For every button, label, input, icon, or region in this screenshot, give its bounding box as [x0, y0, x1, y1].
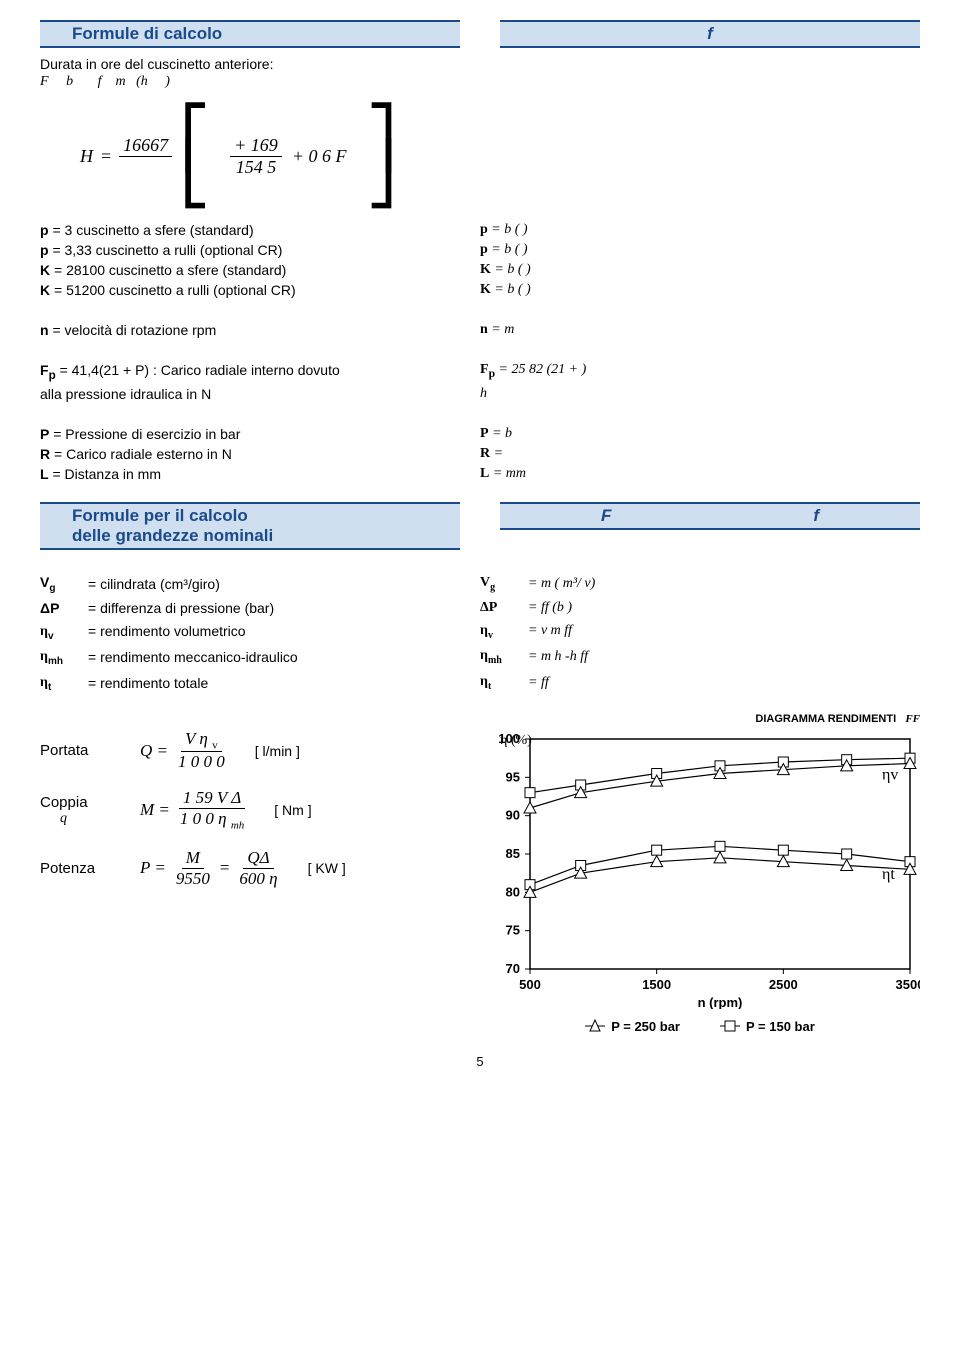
- portata-label: Portata: [40, 742, 120, 759]
- svg-text:n (rpm): n (rpm): [698, 995, 743, 1009]
- subtitle-line1: Durata in ore del cuscinetto anteriore:: [40, 56, 920, 72]
- section2-header-left: Formule per il calcolo delle grandezze n…: [40, 502, 460, 550]
- symbol: ΔP: [40, 600, 80, 616]
- legend-item-150bar: P = 150 bar: [720, 1019, 815, 1034]
- coppia-row: Coppia q M = 1 59 V Δ 1 0 0 η mh [ Nm ]: [40, 788, 440, 831]
- symbol: Vg: [40, 574, 80, 594]
- definitions-block-3: Fp = 41,4(21 + P) : Carico radiale inter…: [40, 362, 920, 402]
- definition-row: R = Carico radiale esterno in NR =: [40, 446, 920, 462]
- svg-text:1500: 1500: [642, 977, 671, 992]
- svg-text:2500: 2500: [769, 977, 798, 992]
- formula-frac2: + 169 154 5: [230, 135, 282, 178]
- svg-text:75: 75: [506, 923, 520, 938]
- formula-frac1: 16667: [119, 135, 172, 178]
- portata-unit: [ l/min ]: [255, 743, 300, 759]
- definition-row: p = 3 cuscinetto a sfere (standard)p = b…: [40, 222, 920, 238]
- nominal-row: Vg= cilindrata (cm³/giro)Vg= m ( m³/ v): [40, 574, 920, 594]
- efficiency-chart: 707580859095100500150025003500η (%)n (rp…: [480, 729, 920, 1009]
- chart-legend: P = 250 bar P = 150 bar: [480, 1019, 920, 1034]
- subtitle-line2: F b f m (h ): [40, 74, 920, 90]
- svg-text:85: 85: [506, 846, 520, 861]
- definition-row: P = Pressione di esercizio in barP = b: [40, 426, 920, 442]
- chart-panel: DIAGRAMMA RENDIMENTI FF 7075808590951005…: [480, 713, 920, 1034]
- definition-row: alla pressione idraulica in N h: [40, 386, 920, 402]
- svg-text:ηv: ηv: [882, 766, 898, 783]
- section-title: Formule di calcolo: [72, 24, 222, 43]
- svg-text:500: 500: [519, 977, 541, 992]
- symbol: ηt: [40, 673, 80, 693]
- nominal-row: ηmh= rendimento meccanico-idraulicoηmh= …: [40, 647, 920, 667]
- formula-var-H: H: [80, 146, 93, 167]
- symbol: ηmh: [40, 647, 80, 667]
- nominal-row: ηt= rendimento totaleηt= ff: [40, 673, 920, 693]
- formulas-left: Portata Q = V η v 1 0 0 0 [ l/min ] Copp…: [40, 713, 440, 905]
- svg-text:90: 90: [506, 808, 520, 823]
- svg-text:95: 95: [506, 769, 520, 784]
- symbol: ηv: [40, 622, 80, 642]
- section2-header-right: F f: [500, 502, 920, 530]
- section2-f: f: [813, 506, 819, 526]
- svg-text:η (%): η (%): [500, 733, 532, 748]
- section2-title-line2: delle grandezze nominali: [72, 526, 460, 546]
- svg-text:70: 70: [506, 961, 520, 976]
- section2-F: F: [601, 506, 611, 526]
- page-number: 5: [40, 1054, 920, 1069]
- formula-term: + 0 6 F: [292, 146, 347, 167]
- portata-row: Portata Q = V η v 1 0 0 0 [ l/min ]: [40, 729, 440, 772]
- chart-title-suffix: FF: [905, 713, 920, 725]
- svg-text:3500: 3500: [896, 977, 920, 992]
- legend-item-250bar: P = 250 bar: [585, 1019, 680, 1034]
- bracket-right-icon: ⎤⎦: [366, 120, 396, 192]
- nominal-row: ηv= rendimento volumetricoηv= v m ff: [40, 622, 920, 642]
- definitions-block-2: n = velocità di rotazione rpmn = m: [40, 322, 920, 338]
- bracket-left-icon: ⎡⎣: [180, 120, 210, 192]
- nominal-definitions: Vg= cilindrata (cm³/giro)Vg= m ( m³/ v) Δ…: [40, 574, 920, 693]
- section-header-right: f: [500, 20, 920, 48]
- potenza-row: Potenza P = M 9550 = QΔ 600 η [ KW ]: [40, 848, 440, 889]
- definition-row: L = Distanza in mmL = mm: [40, 466, 920, 482]
- potenza-label: Potenza: [40, 860, 120, 877]
- section-header-left: Formule di calcolo: [40, 20, 460, 48]
- definition-row: K = 28100 cuscinetto a sfere (standard)K…: [40, 262, 920, 278]
- definition-row: K = 51200 cuscinetto a rulli (optional C…: [40, 282, 920, 298]
- formula-eq: =: [101, 146, 111, 167]
- svg-text:80: 80: [506, 884, 520, 899]
- section2-title-line1: Formule per il calcolo: [72, 506, 460, 526]
- definition-row: Fp = 41,4(21 + P) : Carico radiale inter…: [40, 362, 920, 382]
- square-marker-icon: [720, 1019, 740, 1033]
- definition-row: p = 3,33 cuscinetto a rulli (optional CR…: [40, 242, 920, 258]
- chart-title: DIAGRAMMA RENDIMENTI: [755, 713, 896, 725]
- definitions-block-4: P = Pressione di esercizio in barP = b R …: [40, 426, 920, 482]
- potenza-unit: [ KW ]: [308, 860, 346, 876]
- main-formula: H = 16667 ⎡⎣ + 169 154 5 + 0 6 F ⎤⎦: [80, 120, 920, 192]
- section-title-f: f: [707, 24, 713, 43]
- coppia-unit: [ Nm ]: [274, 802, 311, 818]
- definitions-block-1: p = 3 cuscinetto a sfere (standard)p = b…: [40, 222, 920, 298]
- definition-row: n = velocità di rotazione rpmn = m: [40, 322, 920, 338]
- nominal-row: ΔP= differenza di pressione (bar)ΔP= ff …: [40, 600, 920, 616]
- coppia-label: Coppia: [40, 794, 88, 811]
- triangle-marker-icon: [585, 1019, 605, 1033]
- svg-text:ηt: ηt: [882, 866, 895, 883]
